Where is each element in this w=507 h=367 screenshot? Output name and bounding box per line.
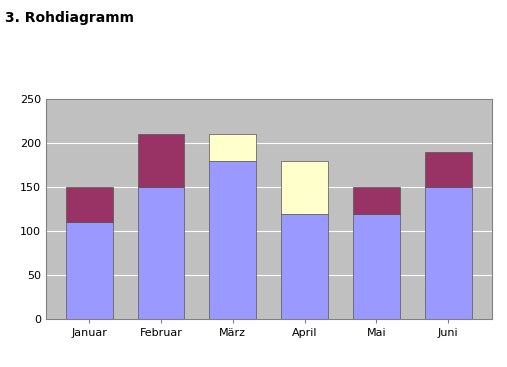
Bar bbox=[66, 187, 113, 222]
Bar bbox=[209, 134, 256, 161]
Bar bbox=[138, 187, 185, 319]
Text: 3. Rohdiagramm: 3. Rohdiagramm bbox=[5, 11, 134, 25]
Bar bbox=[353, 187, 400, 214]
Bar bbox=[425, 152, 472, 187]
Bar bbox=[66, 222, 113, 319]
Bar bbox=[138, 134, 185, 187]
Bar bbox=[353, 214, 400, 319]
Bar bbox=[281, 161, 328, 214]
Bar bbox=[209, 161, 256, 319]
Bar bbox=[281, 214, 328, 319]
Bar bbox=[425, 187, 472, 319]
